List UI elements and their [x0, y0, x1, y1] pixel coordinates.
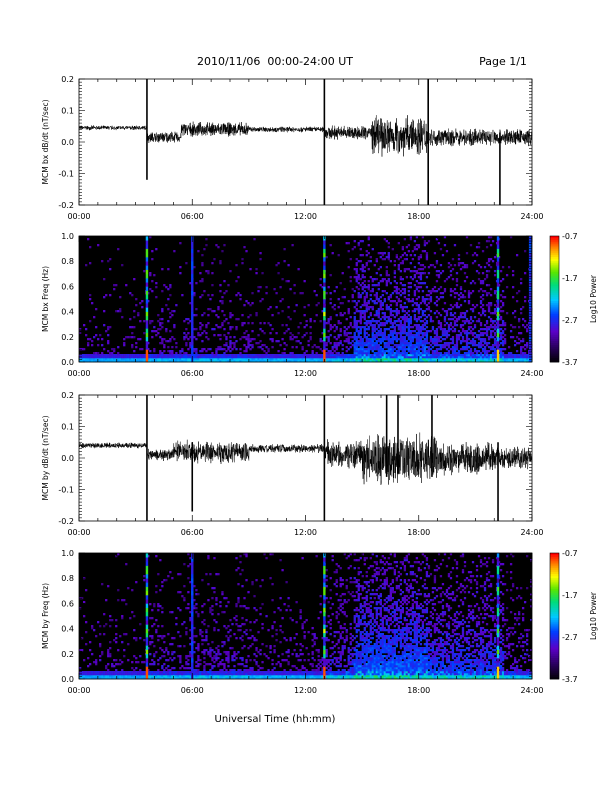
spectrogram-transient	[496, 236, 500, 363]
y-tick-label: -0.1	[58, 486, 74, 495]
y-axis-label: MCM bx dB/dt (nT/sec)	[41, 99, 50, 184]
y-tick-label: 0.8	[61, 257, 74, 266]
dbdt-trace	[78, 115, 533, 157]
colorbar-by: -0.7 -1.7 -2.7 -3.7 Log10 Power	[549, 549, 598, 684]
y-tick-label: -0.1	[58, 170, 74, 179]
y-tick-label: 0.0	[61, 138, 74, 147]
dbdt-trace	[78, 432, 533, 485]
y-tick-label: 0.0	[61, 358, 74, 367]
y-tick-label: 0.2	[61, 333, 74, 342]
x-tick-label: 06:00	[181, 369, 204, 378]
colorbar-tick-label: -3.7	[562, 675, 578, 684]
x-tick-label: 12:00	[294, 528, 317, 537]
y-tick-label: 1.0	[61, 232, 74, 241]
x-tick-label: 24:00	[520, 212, 543, 221]
spectrogram-transient	[323, 236, 326, 363]
spectrogram-cells	[79, 553, 533, 680]
y-tick-label: 0.1	[61, 107, 74, 116]
colorbar-label: Log10 Power	[589, 591, 598, 640]
y-tick-label: 0.6	[61, 282, 74, 291]
colorbar-frame	[549, 235, 560, 363]
colorbar-tick-label: -0.7	[562, 232, 578, 241]
x-tick-label: 00:00	[67, 212, 90, 221]
x-minor-ticks	[78, 79, 533, 205]
colorbar-tick-label: -2.7	[562, 633, 578, 642]
y-tick-label: 0.2	[61, 75, 74, 84]
x-minor-ticks	[78, 553, 533, 679]
y-tick-label: 0.6	[61, 599, 74, 608]
y-tick-label: 1.0	[61, 549, 74, 558]
y-tick-label: 0.0	[61, 675, 74, 684]
spectrogram-transient	[323, 553, 326, 680]
x-tick-label: 24:00	[520, 686, 543, 695]
x-tick-label: 12:00	[294, 369, 317, 378]
x-tick-label: 06:00	[181, 212, 204, 221]
panel-by-dbdt: 00:00 06:00 12:00 18:00 24:00 0.2 0.1 0.0 -0.1 -0…	[41, 391, 544, 537]
colorbar-label: Log10 Power	[589, 274, 598, 323]
x-tick-label: 24:00	[520, 528, 543, 537]
x-tick-label: 18:00	[407, 369, 430, 378]
panel-by-spectrogram: 00:00 06:00 12:00 18:00 24:00 1.0 0.8 0.6 0.4 0.2…	[41, 549, 544, 695]
colorbar-bx: -0.7 -1.7 -2.7 -3.7 Log10 Power	[549, 232, 598, 367]
y-tick-label: 0.2	[61, 650, 74, 659]
page-indicator: Page 1/1	[479, 55, 527, 68]
y-tick-label: -0.2	[58, 201, 74, 210]
colorbar-frame	[549, 552, 560, 680]
colorbar-gradient	[550, 236, 559, 363]
spectrogram-transient	[145, 236, 149, 363]
x-minor-ticks	[78, 236, 533, 362]
x-tick-label: 18:00	[407, 528, 430, 537]
y-minor-ticks	[79, 235, 532, 363]
x-tick-label: 12:00	[294, 212, 317, 221]
x-tick-label: 06:00	[181, 528, 204, 537]
x-tick-label: 12:00	[294, 686, 317, 695]
y-tick-label: 0.2	[61, 391, 74, 400]
x-tick-label: 06:00	[181, 686, 204, 695]
spectrogram-transient	[496, 553, 500, 680]
x-axis-title: Universal Time (hh:mm)	[215, 714, 336, 725]
colorbar-gradient	[550, 553, 559, 680]
y-tick-label: 0.1	[61, 423, 74, 432]
spectrogram-transient	[145, 553, 149, 680]
y-minor-ticks	[79, 78, 532, 206]
colorbar-tick-label: -1.7	[562, 274, 578, 283]
y-tick-label: 0.4	[61, 625, 74, 634]
colorbar-tick-label: -2.7	[562, 316, 578, 325]
spectrogram-transient	[191, 236, 194, 363]
y-tick-label: 0.4	[61, 308, 74, 317]
y-axis-label: MCM bx Freq (Hz)	[41, 266, 50, 332]
x-tick-label: 00:00	[67, 528, 90, 537]
x-tick-label: 24:00	[520, 369, 543, 378]
date-range-title: 2010/11/06 00:00-24:00 UT	[197, 55, 353, 68]
y-tick-label: 0.0	[61, 454, 74, 463]
panel-bx-spectrogram: 00:00 06:00 12:00 18:00 24:00 1.0 0.8 0.6 0.4 0.2…	[41, 232, 544, 378]
colorbar-tick-label: -0.7	[562, 549, 578, 558]
x-tick-label: 00:00	[67, 686, 90, 695]
colorbar-tick-label: -1.7	[562, 591, 578, 600]
y-minor-ticks	[79, 552, 532, 680]
x-tick-label: 18:00	[407, 686, 430, 695]
y-axis-label: MCM by Freq (Hz)	[41, 583, 50, 649]
y-axis-label: MCM by dB/dt (nT/sec)	[41, 415, 50, 500]
y-tick-label: -0.2	[58, 517, 74, 526]
colorbar-tick-label: -3.7	[562, 358, 578, 367]
spectrogram-transient	[191, 553, 194, 680]
panel-bx-dbdt: 00:00 06:00 12:00 18:00 24:00 0.2 0.1 0.0 -0.1 -0…	[41, 75, 544, 221]
y-tick-label: 0.8	[61, 574, 74, 583]
x-tick-label: 00:00	[67, 369, 90, 378]
x-tick-label: 18:00	[407, 212, 430, 221]
y-minor-ticks	[79, 394, 532, 522]
